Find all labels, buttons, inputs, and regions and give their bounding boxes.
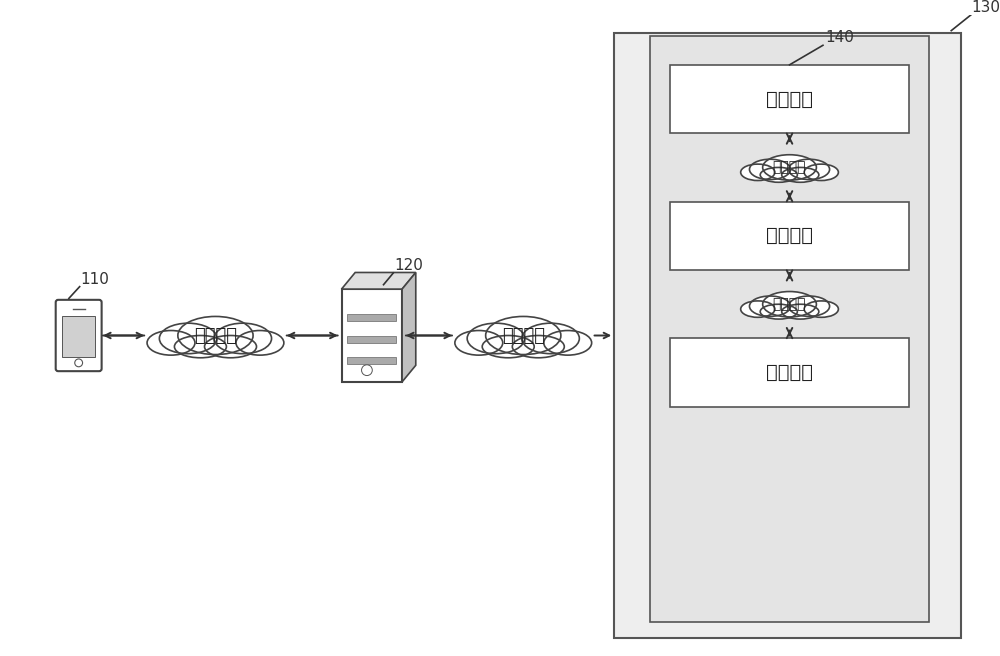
Text: 网络连接: 网络连接 (502, 327, 545, 344)
Text: 130: 130 (972, 0, 1000, 15)
FancyBboxPatch shape (650, 35, 929, 622)
Text: 引导设备: 引导设备 (766, 226, 813, 245)
Text: 网络连接: 网络连接 (773, 297, 806, 311)
FancyBboxPatch shape (342, 289, 402, 382)
Ellipse shape (178, 316, 253, 354)
Text: 120: 120 (394, 258, 423, 273)
Text: 引导设备: 引导设备 (766, 363, 813, 382)
Ellipse shape (147, 331, 195, 355)
Ellipse shape (522, 323, 579, 354)
Ellipse shape (789, 296, 830, 316)
Text: 140: 140 (825, 30, 854, 45)
FancyBboxPatch shape (614, 33, 961, 638)
FancyBboxPatch shape (670, 338, 909, 407)
Text: 网络连接: 网络连接 (194, 327, 237, 344)
Ellipse shape (482, 335, 534, 358)
Bar (347, 314, 396, 321)
Bar (347, 358, 396, 364)
Ellipse shape (749, 159, 791, 180)
Bar (62, 316, 95, 357)
Ellipse shape (804, 164, 838, 180)
Ellipse shape (236, 331, 284, 355)
Ellipse shape (749, 296, 791, 316)
Ellipse shape (782, 167, 819, 182)
FancyBboxPatch shape (56, 300, 102, 371)
Ellipse shape (763, 291, 816, 317)
Ellipse shape (174, 335, 226, 358)
Polygon shape (402, 272, 416, 382)
Bar (347, 336, 396, 343)
Ellipse shape (205, 335, 257, 358)
FancyBboxPatch shape (670, 201, 909, 270)
Ellipse shape (512, 335, 564, 358)
Text: 110: 110 (81, 272, 109, 287)
Text: 网络连接: 网络连接 (773, 161, 806, 174)
Ellipse shape (741, 301, 775, 318)
Ellipse shape (789, 159, 830, 180)
Ellipse shape (782, 304, 819, 319)
Polygon shape (342, 272, 416, 289)
Ellipse shape (760, 167, 797, 182)
Ellipse shape (486, 316, 561, 354)
Circle shape (75, 359, 83, 367)
Ellipse shape (455, 331, 503, 355)
Circle shape (362, 365, 372, 376)
FancyBboxPatch shape (670, 65, 909, 133)
Ellipse shape (214, 323, 272, 354)
Ellipse shape (467, 323, 525, 354)
Ellipse shape (760, 304, 797, 319)
Text: 引导设备: 引导设备 (766, 89, 813, 108)
Ellipse shape (804, 301, 838, 318)
Ellipse shape (159, 323, 217, 354)
Ellipse shape (763, 155, 816, 180)
Ellipse shape (544, 331, 592, 355)
Ellipse shape (741, 164, 775, 180)
